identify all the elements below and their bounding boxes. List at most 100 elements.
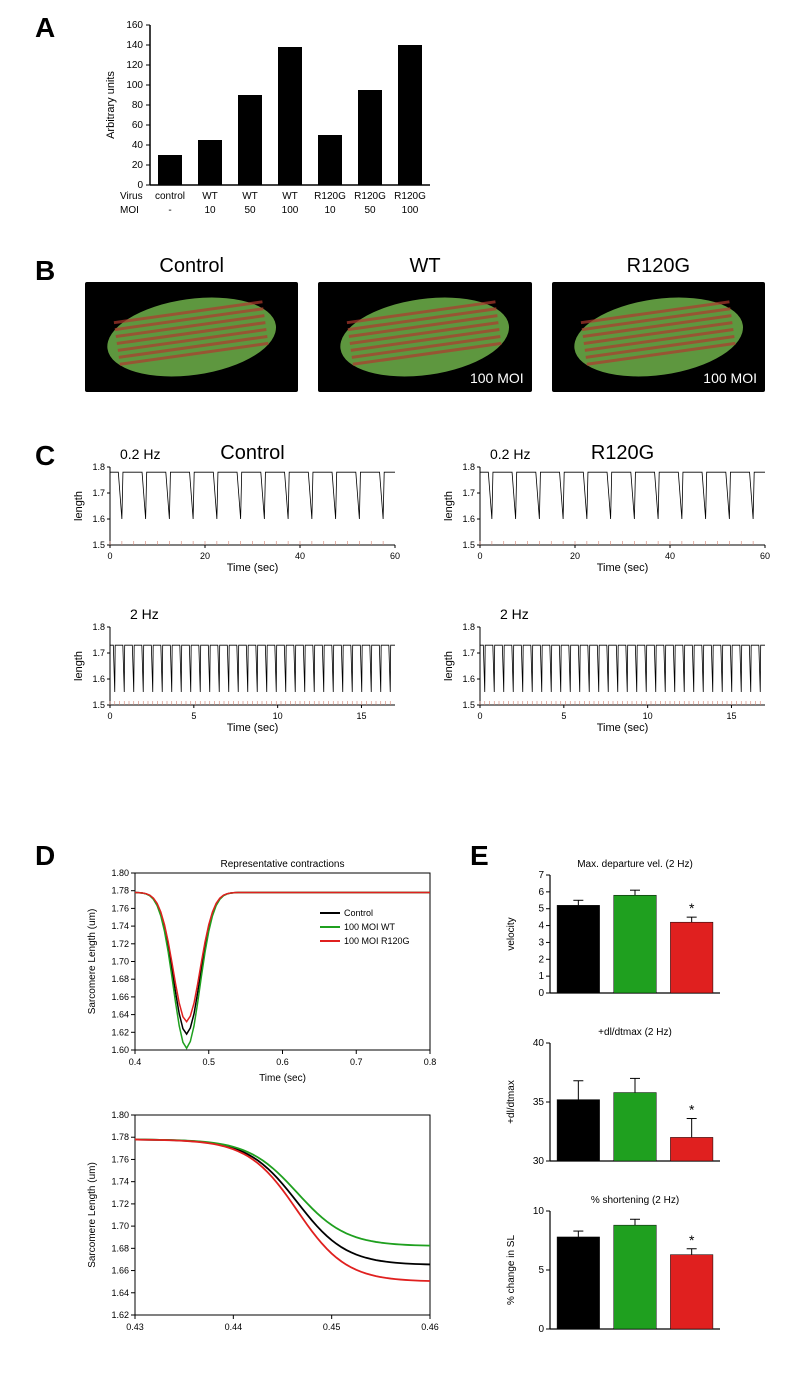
bar xyxy=(670,1137,713,1161)
svg-text:0.5: 0.5 xyxy=(202,1057,215,1067)
svg-text:1.7: 1.7 xyxy=(92,648,105,658)
svg-text:60: 60 xyxy=(390,551,400,561)
svg-text:35: 35 xyxy=(533,1097,545,1108)
svg-text:60: 60 xyxy=(760,551,770,561)
legend-label: 100 MOI WT xyxy=(344,922,396,932)
panel-b-cell: R120G100 MOI xyxy=(552,255,765,392)
svg-text:20: 20 xyxy=(132,160,144,171)
svg-text:1.6: 1.6 xyxy=(92,674,105,684)
svg-text:30: 30 xyxy=(533,1156,545,1167)
svg-text:1.8: 1.8 xyxy=(462,622,475,632)
series-control xyxy=(135,1139,430,1264)
svg-text:5: 5 xyxy=(538,1265,544,1276)
svg-text:0: 0 xyxy=(477,551,482,561)
svg-text:Time (sec): Time (sec) xyxy=(227,722,279,734)
panel-e-column: 01234567Max. departure vel. (2 Hz)veloci… xyxy=(500,855,760,1359)
svg-text:0.2 Hz: 0.2 Hz xyxy=(120,446,160,462)
svg-text:WT: WT xyxy=(202,191,218,202)
panel-b-cell: WT 100 MOI xyxy=(318,255,531,392)
svg-text:length: length xyxy=(443,651,455,681)
svg-text:R120G: R120G xyxy=(314,191,346,202)
svg-text:80: 80 xyxy=(132,100,144,111)
svg-text:2 Hz: 2 Hz xyxy=(130,606,159,622)
panel-b-title: WT xyxy=(318,255,531,278)
svg-text:Time (sec): Time (sec) xyxy=(597,562,649,574)
svg-text:10: 10 xyxy=(204,205,216,216)
svg-text:1.76: 1.76 xyxy=(111,903,129,913)
svg-text:1.5: 1.5 xyxy=(92,700,105,710)
svg-text:0: 0 xyxy=(107,551,112,561)
svg-text:Time (sec): Time (sec) xyxy=(597,722,649,734)
svg-text:1.74: 1.74 xyxy=(111,921,129,931)
svg-text:2: 2 xyxy=(538,954,544,965)
svg-text:1.78: 1.78 xyxy=(111,886,129,896)
bar xyxy=(614,895,657,993)
svg-text:1.7: 1.7 xyxy=(462,488,475,498)
svg-text:0.8: 0.8 xyxy=(424,1057,437,1067)
svg-text:% change in SL: % change in SL xyxy=(506,1235,517,1305)
panel-c-label: C xyxy=(35,440,55,472)
svg-text:15: 15 xyxy=(356,711,366,721)
svg-text:R120G: R120G xyxy=(394,191,426,202)
bar xyxy=(158,155,182,185)
svg-text:50: 50 xyxy=(244,205,256,216)
bar xyxy=(278,47,302,185)
microscopy-image: 100 MOI xyxy=(552,282,765,392)
svg-text:10: 10 xyxy=(324,205,336,216)
svg-text:10: 10 xyxy=(643,711,653,721)
svg-text:Arbitrary units: Arbitrary units xyxy=(105,71,117,139)
moi-overlay: 100 MOI xyxy=(470,370,524,386)
svg-text:1.5: 1.5 xyxy=(92,540,105,550)
svg-text:100: 100 xyxy=(402,205,419,216)
panel-b-cell: Control xyxy=(85,255,298,392)
panel-a-label: A xyxy=(35,12,55,44)
bar xyxy=(318,135,342,185)
panel-e-chart: 01234567Max. departure vel. (2 Hz)veloci… xyxy=(500,855,730,1005)
svg-text:1.8: 1.8 xyxy=(92,622,105,632)
svg-text:R120G: R120G xyxy=(354,191,386,202)
svg-text:Representative contractions: Representative contractions xyxy=(221,859,345,870)
svg-text:1.64: 1.64 xyxy=(111,1010,129,1020)
svg-text:-: - xyxy=(168,205,171,216)
svg-text:0.45: 0.45 xyxy=(323,1322,341,1332)
svg-text:40: 40 xyxy=(295,551,305,561)
svg-text:7: 7 xyxy=(538,870,544,881)
svg-text:40: 40 xyxy=(132,140,144,151)
svg-text:Control: Control xyxy=(220,445,284,464)
svg-text:40: 40 xyxy=(533,1038,545,1049)
svg-text:Virus: Virus xyxy=(120,191,143,202)
svg-text:1.8: 1.8 xyxy=(462,462,475,472)
svg-text:1.68: 1.68 xyxy=(111,974,129,984)
microscopy-image xyxy=(85,282,298,392)
microscopy-image: 100 MOI xyxy=(318,282,531,392)
svg-text:0.43: 0.43 xyxy=(126,1322,144,1332)
svg-text:R120G: R120G xyxy=(591,445,654,464)
trace-panel: 1.51.61.71.80204060Time (sec)length0.2 H… xyxy=(70,445,400,575)
svg-text:0.46: 0.46 xyxy=(421,1322,439,1332)
panel-b-label: B xyxy=(35,255,55,287)
svg-text:3: 3 xyxy=(538,937,544,948)
svg-text:control: control xyxy=(155,191,185,202)
panel-e-chart: 303540+dl/dtmax (2 Hz)+dl/dtmax* xyxy=(500,1023,730,1173)
svg-text:Sarcomere Length (um): Sarcomere Length (um) xyxy=(87,1162,98,1268)
svg-text:Time (sec): Time (sec) xyxy=(259,1073,306,1084)
svg-text:20: 20 xyxy=(200,551,210,561)
svg-text:15: 15 xyxy=(726,711,736,721)
svg-text:1.6: 1.6 xyxy=(462,674,475,684)
bar xyxy=(670,1255,713,1329)
svg-text:1.70: 1.70 xyxy=(111,957,129,967)
svg-text:140: 140 xyxy=(126,40,143,51)
svg-text:10: 10 xyxy=(273,711,283,721)
trace-panel: 1.51.61.71.80204060Time (sec)length0.2 H… xyxy=(440,445,770,575)
svg-text:1.80: 1.80 xyxy=(111,1110,129,1120)
significance-star: * xyxy=(689,900,695,916)
svg-text:50: 50 xyxy=(364,205,376,216)
trace-panel: 1.51.61.71.8051015Time (sec)length2 Hz xyxy=(440,605,770,735)
svg-text:1.7: 1.7 xyxy=(462,648,475,658)
svg-text:1.70: 1.70 xyxy=(111,1221,129,1231)
svg-text:1.78: 1.78 xyxy=(111,1132,129,1142)
svg-text:1.6: 1.6 xyxy=(462,514,475,524)
svg-text:1.5: 1.5 xyxy=(462,700,475,710)
svg-text:160: 160 xyxy=(126,20,143,31)
svg-text:Time (sec): Time (sec) xyxy=(227,562,279,574)
